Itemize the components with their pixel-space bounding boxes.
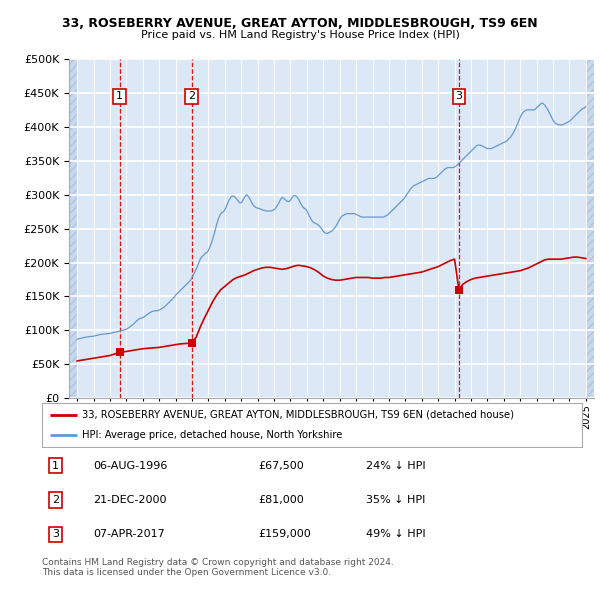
Text: £67,500: £67,500: [258, 461, 304, 471]
Text: £159,000: £159,000: [258, 529, 311, 539]
Text: 1: 1: [52, 461, 59, 471]
Text: Price paid vs. HM Land Registry's House Price Index (HPI): Price paid vs. HM Land Registry's House …: [140, 30, 460, 40]
Text: 3: 3: [52, 529, 59, 539]
Text: 49% ↓ HPI: 49% ↓ HPI: [366, 529, 425, 539]
Text: 33, ROSEBERRY AVENUE, GREAT AYTON, MIDDLESBROUGH, TS9 6EN (detached house): 33, ROSEBERRY AVENUE, GREAT AYTON, MIDDL…: [83, 410, 515, 420]
Text: 33, ROSEBERRY AVENUE, GREAT AYTON, MIDDLESBROUGH, TS9 6EN: 33, ROSEBERRY AVENUE, GREAT AYTON, MIDDL…: [62, 17, 538, 30]
Bar: [586, 59, 594, 398]
Text: £81,000: £81,000: [258, 495, 304, 505]
Text: 2: 2: [52, 495, 59, 505]
Text: 24% ↓ HPI: 24% ↓ HPI: [366, 461, 425, 471]
Text: 06-AUG-1996: 06-AUG-1996: [94, 461, 167, 471]
Text: 07-APR-2017: 07-APR-2017: [94, 529, 165, 539]
Text: 2: 2: [188, 91, 195, 101]
Text: 21-DEC-2000: 21-DEC-2000: [94, 495, 167, 505]
Text: Contains HM Land Registry data © Crown copyright and database right 2024.
This d: Contains HM Land Registry data © Crown c…: [42, 558, 394, 577]
Text: HPI: Average price, detached house, North Yorkshire: HPI: Average price, detached house, Nort…: [83, 430, 343, 440]
Bar: [69, 59, 77, 398]
Text: 35% ↓ HPI: 35% ↓ HPI: [366, 495, 425, 505]
Text: 3: 3: [455, 91, 463, 101]
Text: 1: 1: [116, 91, 123, 101]
